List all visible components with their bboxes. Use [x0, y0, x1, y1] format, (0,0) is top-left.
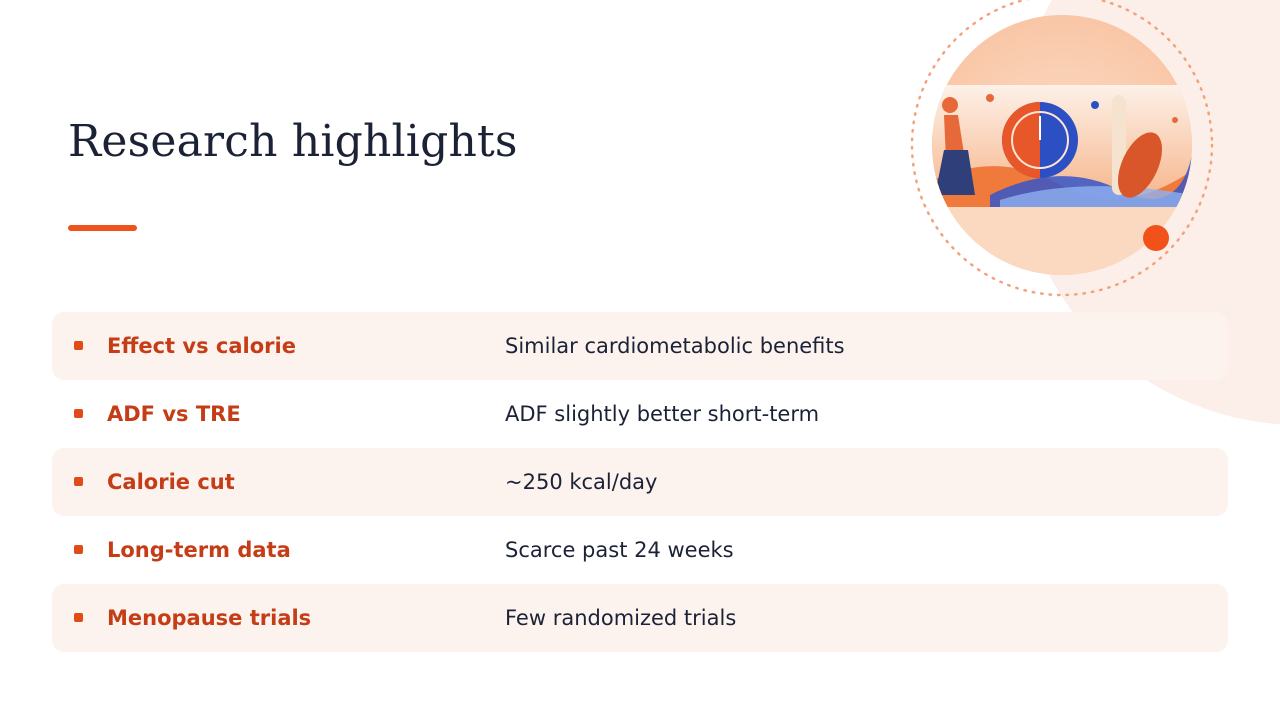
- table-row: ADF vs TRE ADF slightly better short-term: [52, 380, 1228, 448]
- slide-title: Research highlights: [68, 116, 518, 167]
- table-row: Calorie cut ~250 kcal/day: [52, 448, 1228, 516]
- bullet: [74, 409, 83, 418]
- row-value: Similar cardiometabolic benefits: [505, 334, 845, 358]
- row-label: Calorie cut: [107, 470, 235, 494]
- row-label: ADF vs TRE: [107, 402, 241, 426]
- row-label: Effect vs calorie: [107, 334, 296, 358]
- bullet: [74, 477, 83, 486]
- row-label: Long-term data: [107, 538, 291, 562]
- row-value: ~250 kcal/day: [505, 470, 658, 494]
- table-row: Effect vs calorie Similar cardiometabolic…: [52, 312, 1228, 380]
- dotted-ring: [910, 0, 1214, 297]
- row-value: Scarce past 24 weeks: [505, 538, 734, 562]
- title-underline: [68, 225, 137, 231]
- row-value: ADF slightly better short-term: [505, 402, 820, 426]
- table-row: Long-term data Scarce past 24 weeks: [52, 516, 1228, 584]
- highlights-table: Effect vs calorie Similar cardiometabolic…: [52, 312, 1228, 652]
- bullet: [74, 613, 83, 622]
- table-row: Menopause trials Few randomized trials: [52, 584, 1228, 652]
- accent-dot: [1143, 225, 1169, 251]
- row-value: Few randomized trials: [505, 606, 737, 630]
- bullet: [74, 545, 83, 554]
- bullet: [74, 341, 83, 350]
- row-label: Menopause trials: [107, 606, 312, 630]
